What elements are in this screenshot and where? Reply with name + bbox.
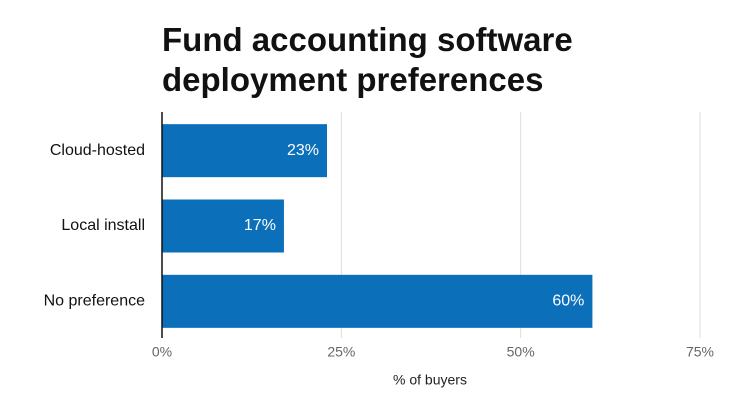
x-tick-label: 75% [686, 344, 714, 360]
y-tick-label: Local install [61, 217, 145, 234]
bar [162, 124, 327, 178]
data-label: 60% [552, 293, 584, 310]
bar [162, 199, 284, 253]
y-tick-label: No preference [44, 293, 145, 310]
data-label: 23% [287, 142, 319, 159]
bar [162, 274, 593, 328]
x-tick-label: 25% [327, 344, 355, 360]
y-tick-label: Cloud-hosted [50, 142, 145, 159]
x-axis-label: % of buyers [393, 372, 467, 388]
x-tick-label: 50% [507, 344, 535, 360]
data-label: 17% [244, 217, 276, 234]
x-tick-label: 0% [152, 344, 172, 360]
chart-title: Fund accounting software deployment pref… [162, 21, 573, 98]
